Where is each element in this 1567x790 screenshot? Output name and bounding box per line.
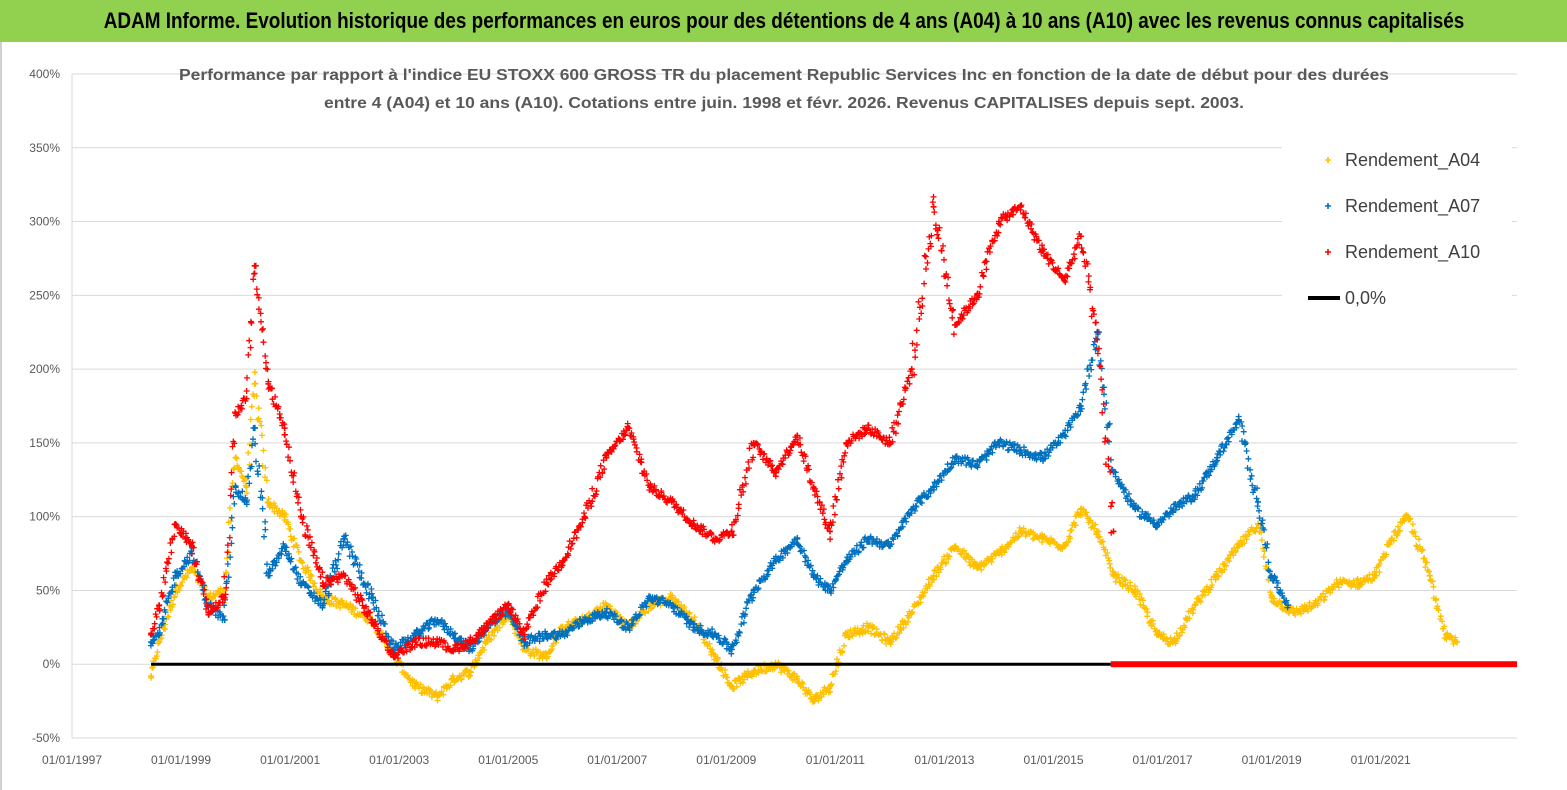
legend-marker <box>1325 249 1331 255</box>
x-tick-label: 01/01/2001 <box>260 753 320 767</box>
legend-item: Rendement_A04 <box>1325 150 1480 171</box>
series-rendement-a10 <box>148 193 1117 662</box>
legend-marker <box>1325 157 1331 163</box>
x-tick-label: 01/01/2019 <box>1242 753 1302 767</box>
chart-legend: Rendement_A04 Rendement_A07 Rendement_A10 0… <box>1308 150 1480 308</box>
data-point <box>930 203 937 210</box>
legend-marker <box>1325 203 1331 209</box>
x-tick-label: 01/01/2013 <box>914 753 974 767</box>
legend-label: Rendement_A07 <box>1345 196 1480 217</box>
series-rendement-a07 <box>147 329 1291 657</box>
series-scatter-cloud <box>148 193 1116 662</box>
performance-chart: -50% 0% 50% 100% 150% 200% 250% 300% 350% 400% 01… <box>29 67 1517 767</box>
x-tick-label: 01/01/2021 <box>1351 753 1411 767</box>
x-tick-label: 01/01/2009 <box>696 753 756 767</box>
y-tick-label: 150% <box>29 436 60 450</box>
x-tick-label: 01/01/1997 <box>42 753 102 767</box>
x-tick-label: 01/01/2005 <box>478 753 538 767</box>
x-tick-label: 01/01/2007 <box>587 753 647 767</box>
series-scatter-cloud <box>147 329 1291 657</box>
series-rendement-a04 <box>148 369 1461 705</box>
legend-item: Rendement_A10 <box>1325 242 1480 263</box>
y-tick-label: 100% <box>29 510 60 524</box>
series-points <box>147 193 1517 705</box>
y-tick-label: 200% <box>29 362 60 376</box>
chart-title-line: Performance par rapport à l'indice EU ST… <box>179 67 1389 84</box>
x-tick-label: 01/01/1999 <box>151 753 211 767</box>
data-point <box>826 528 833 535</box>
y-tick-label: 400% <box>29 67 60 81</box>
legend-label: Rendement_A04 <box>1345 150 1480 171</box>
y-tick-label: 0% <box>43 657 61 671</box>
y-tick-label: 50% <box>36 583 60 597</box>
zero-tail-marks <box>1110 661 1517 668</box>
report-banner: ADAM Informe. Evolution historique des p… <box>0 0 1567 42</box>
legend-label: 0,0% <box>1345 288 1386 308</box>
x-tick-label: 01/01/2003 <box>369 753 429 767</box>
legend-item: Rendement_A07 <box>1325 196 1480 217</box>
x-tick-label: 01/01/2017 <box>1133 753 1193 767</box>
y-tick-label: -50% <box>32 731 60 745</box>
y-tick-label: 300% <box>29 215 60 229</box>
chart-title-line: entre 4 (A04) et 10 ans (A10). Cotations… <box>324 95 1244 112</box>
legend-item: 0,0% <box>1308 288 1386 308</box>
y-tick-label: 350% <box>29 141 60 155</box>
x-tick-label: 01/01/2011 <box>806 753 865 767</box>
y-tick-label: 250% <box>29 288 60 302</box>
chart-title: Performance par rapport à l'indice EU ST… <box>179 67 1389 112</box>
chart-frame: -50% 0% 50% 100% 150% 200% 250% 300% 350% 400% 01… <box>0 42 1567 790</box>
x-tick-label: 01/01/2015 <box>1023 753 1083 767</box>
banner-title: ADAM Informe. Evolution historique des p… <box>103 8 1464 33</box>
y-axis-ticks: -50% 0% 50% 100% 150% 200% 250% 300% 350% 400% <box>29 67 60 745</box>
data-point <box>1094 336 1101 343</box>
legend-box <box>1282 132 1512 322</box>
x-axis-ticks: 01/01/1997 01/01/1999 01/01/2001 01/01/2003… <box>42 753 1411 767</box>
legend-label: Rendement_A10 <box>1345 242 1480 263</box>
zero-tail-band <box>1110 661 1517 668</box>
